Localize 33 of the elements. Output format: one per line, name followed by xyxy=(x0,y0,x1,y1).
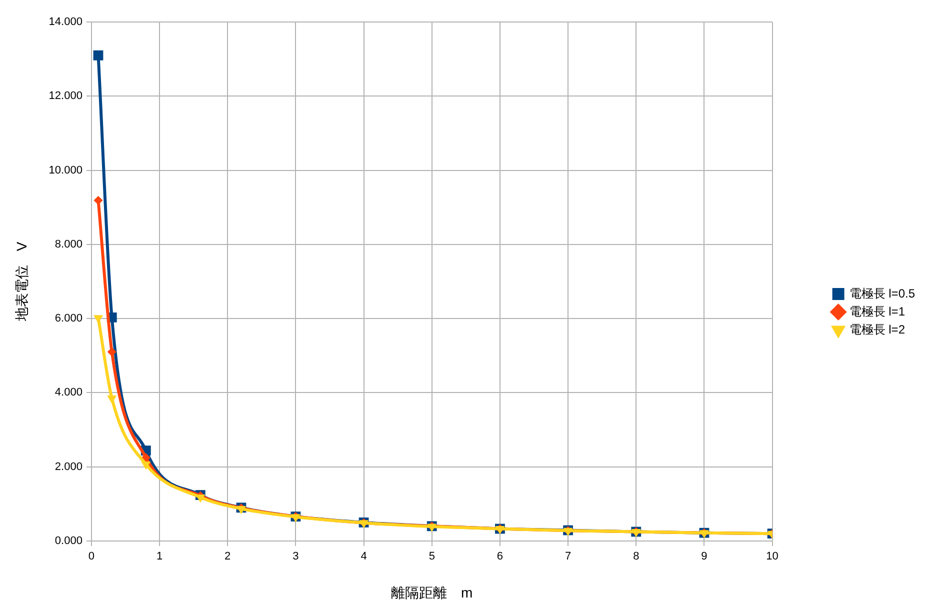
y-tick-label: 12.000 xyxy=(48,90,82,102)
y-tick-label: 10.000 xyxy=(48,164,82,176)
legend-label: 電極長 l=1 xyxy=(849,304,906,318)
x-tick-label: 7 xyxy=(564,550,572,563)
point xyxy=(141,453,150,462)
y-tick-label: 6.000 xyxy=(54,312,82,325)
x-tick-label: 6 xyxy=(496,550,504,563)
point xyxy=(107,396,117,404)
point xyxy=(93,315,104,324)
x-tick-label: 2 xyxy=(224,550,231,563)
x-tick-label: 10 xyxy=(766,550,778,563)
x-tick-label: 1 xyxy=(156,550,163,563)
point xyxy=(196,494,206,503)
x-tick-label: 0 xyxy=(88,550,95,563)
legend-label: 電極長 l=0.5 xyxy=(849,286,916,300)
legend-label: 電極長 l=2 xyxy=(849,322,906,336)
y-tick-label: 2.000 xyxy=(54,460,82,473)
point xyxy=(107,347,116,356)
x-tick-label: 9 xyxy=(701,550,708,563)
y-tick-label: 0.000 xyxy=(54,535,82,548)
point xyxy=(93,50,104,60)
point xyxy=(141,462,151,470)
y-tick-label: 8.000 xyxy=(54,238,82,250)
y-tick-label: 4.000 xyxy=(54,386,82,399)
x-tick-label: 4 xyxy=(360,550,367,563)
point xyxy=(236,506,246,514)
y-tick-label: 14.000 xyxy=(48,16,82,28)
x-tick-label: 3 xyxy=(292,550,299,563)
point xyxy=(94,196,103,205)
y-axis-title: 地表電位 V xyxy=(13,241,30,322)
x-tick-label: 5 xyxy=(428,550,435,563)
x-axis-title: 離隔距離 m xyxy=(391,584,473,600)
x-tick-label: 8 xyxy=(633,550,640,563)
